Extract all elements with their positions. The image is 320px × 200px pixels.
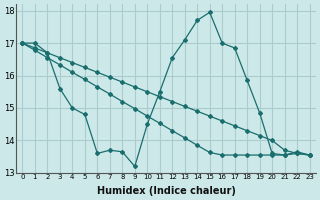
X-axis label: Humidex (Indice chaleur): Humidex (Indice chaleur) <box>97 186 236 196</box>
